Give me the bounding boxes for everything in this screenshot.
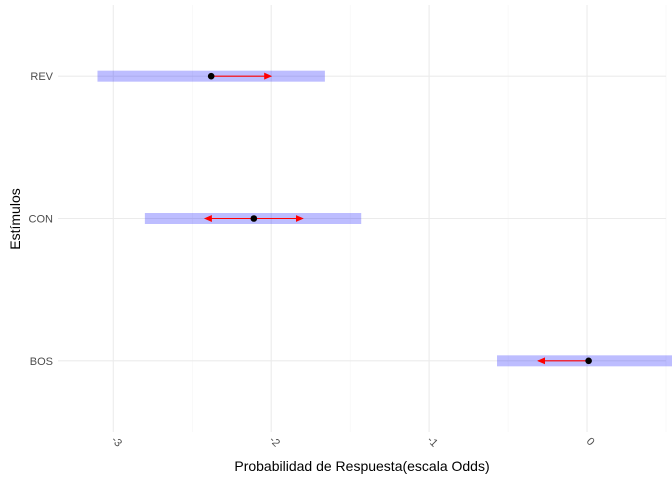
point-rev [207,72,215,80]
y-tick-label-con: CON [29,214,54,226]
x-tick-label: -2 [267,434,282,449]
point-bos [585,357,592,365]
estimate-points [207,72,592,365]
point-con [250,215,258,222]
y-tick-label-rev: REV [30,71,53,83]
y-axis-ticks: BOS CON REV [29,71,54,368]
x-tick-label: -3 [109,434,124,449]
y-axis-title: Estímulos [7,188,23,249]
x-axis-title: Probabilidad de Respuesta(escala Odds) [234,458,489,474]
x-tick-label: 0 [584,435,597,448]
x-axis-ticks: -3 -2 -1 0 [109,434,597,449]
y-tick-label-bos: BOS [30,356,53,368]
x-tick-label: -1 [425,434,440,449]
